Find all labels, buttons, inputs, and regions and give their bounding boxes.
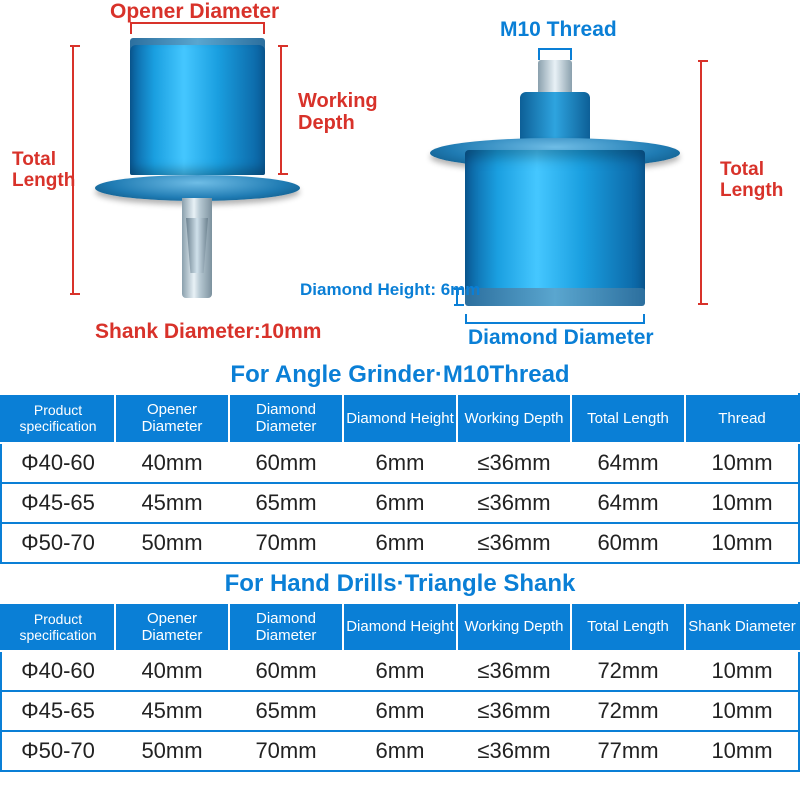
table-cell: 45mm: [115, 483, 229, 523]
th: Thread: [685, 394, 799, 443]
table-cell: ≤36mm: [457, 731, 571, 771]
table-cell: ≤36mm: [457, 691, 571, 731]
th: Shank Diameter: [685, 603, 799, 652]
table-cell: 60mm: [229, 443, 343, 483]
table-cell: 6mm: [343, 651, 457, 691]
table-row: Φ50-7050mm70mm6mm≤36mm60mm10mm: [1, 523, 799, 563]
working-depth-bracket: [280, 45, 290, 175]
table-cell: Φ45-65: [1, 483, 115, 523]
table-cell: 6mm: [343, 691, 457, 731]
th: Working Depth: [457, 603, 571, 652]
th: Diamond Height: [343, 394, 457, 443]
table-cell: Φ45-65: [1, 691, 115, 731]
diamond-height-bracket: [456, 288, 466, 306]
table-cell: Φ40-60: [1, 443, 115, 483]
left-total-length-label: TotalLength: [12, 150, 75, 192]
working-depth-label: WorkingDepth: [298, 90, 378, 134]
table-cell: 65mm: [229, 691, 343, 731]
angle-grinder-table: Product specification Opener Diameter Di…: [0, 393, 800, 564]
table-cell: 72mm: [571, 691, 685, 731]
table-cell: 64mm: [571, 443, 685, 483]
table-cell: 70mm: [229, 731, 343, 771]
table-cell: 50mm: [115, 731, 229, 771]
table-row: Φ50-7050mm70mm6mm≤36mm77mm10mm: [1, 731, 799, 771]
table-cell: ≤36mm: [457, 523, 571, 563]
table-cell: ≤36mm: [457, 443, 571, 483]
th: Opener Diameter: [115, 394, 229, 443]
table-cell: 10mm: [685, 731, 799, 771]
table1-title: For Angle Grinder·M10Thread: [0, 355, 800, 393]
right-total-length-bracket: [700, 60, 710, 305]
m10-bracket: [538, 48, 572, 58]
table-cell: 10mm: [685, 651, 799, 691]
th: Product specification: [1, 603, 115, 652]
diamond-diameter-bracket: [465, 314, 645, 324]
th: Diamond Height: [343, 603, 457, 652]
table-cell: 6mm: [343, 523, 457, 563]
th: Working Depth: [457, 394, 571, 443]
table-cell: 40mm: [115, 651, 229, 691]
table-cell: ≤36mm: [457, 651, 571, 691]
right-total-length-label: TotalLength: [720, 160, 783, 202]
opener-diameter-label: Opener Diameter: [110, 0, 279, 24]
th: Product specification: [1, 394, 115, 443]
table-cell: 65mm: [229, 483, 343, 523]
table-cell: Φ50-70: [1, 523, 115, 563]
th: Diamond Diameter: [229, 603, 343, 652]
table-cell: 6mm: [343, 731, 457, 771]
table-cell: 10mm: [685, 483, 799, 523]
table-cell: ≤36mm: [457, 483, 571, 523]
table-cell: 40mm: [115, 443, 229, 483]
table-cell: 64mm: [571, 483, 685, 523]
table2-header-row: Product specification Opener Diameter Di…: [1, 603, 799, 652]
th: Total Length: [571, 603, 685, 652]
table-cell: Φ50-70: [1, 731, 115, 771]
table-row: Φ45-6545mm65mm6mm≤36mm72mm10mm: [1, 691, 799, 731]
diamond-diameter-label: Diamond Diameter: [468, 326, 654, 350]
table-cell: 10mm: [685, 523, 799, 563]
table1-header-row: Product specification Opener Diameter Di…: [1, 394, 799, 443]
spec-tables: For Angle Grinder·M10Thread Product spec…: [0, 355, 800, 772]
table-cell: 10mm: [685, 691, 799, 731]
table-cell: 60mm: [571, 523, 685, 563]
left-shank: [182, 198, 212, 298]
right-drill-body: [465, 150, 645, 295]
right-diamond-ring: [465, 288, 645, 306]
th: Opener Diameter: [115, 603, 229, 652]
m10-thread-label: M10 Thread: [500, 18, 617, 42]
diamond-height-label: Diamond Height: 6mm: [300, 280, 480, 300]
table-cell: 50mm: [115, 523, 229, 563]
table-cell: 6mm: [343, 443, 457, 483]
table2-title: For Hand Drills·Triangle Shank: [0, 564, 800, 602]
th: Diamond Diameter: [229, 394, 343, 443]
table-row: Φ40-6040mm60mm6mm≤36mm64mm10mm: [1, 443, 799, 483]
table-cell: Φ40-60: [1, 651, 115, 691]
shank-diameter-label: Shank Diameter:10mm: [95, 320, 321, 344]
table-cell: 10mm: [685, 443, 799, 483]
hand-drill-table: Product specification Opener Diameter Di…: [0, 602, 800, 773]
table-cell: 70mm: [229, 523, 343, 563]
table-cell: 77mm: [571, 731, 685, 771]
left-drill-body: [130, 45, 265, 175]
table-row: Φ45-6545mm65mm6mm≤36mm64mm10mm: [1, 483, 799, 523]
table-cell: 72mm: [571, 651, 685, 691]
table-cell: 6mm: [343, 483, 457, 523]
table-row: Φ40-6040mm60mm6mm≤36mm72mm10mm: [1, 651, 799, 691]
table-cell: 60mm: [229, 651, 343, 691]
table-cell: 45mm: [115, 691, 229, 731]
product-diagram: Opener Diameter WorkingDepth TotalLength…: [0, 0, 800, 355]
th: Total Length: [571, 394, 685, 443]
